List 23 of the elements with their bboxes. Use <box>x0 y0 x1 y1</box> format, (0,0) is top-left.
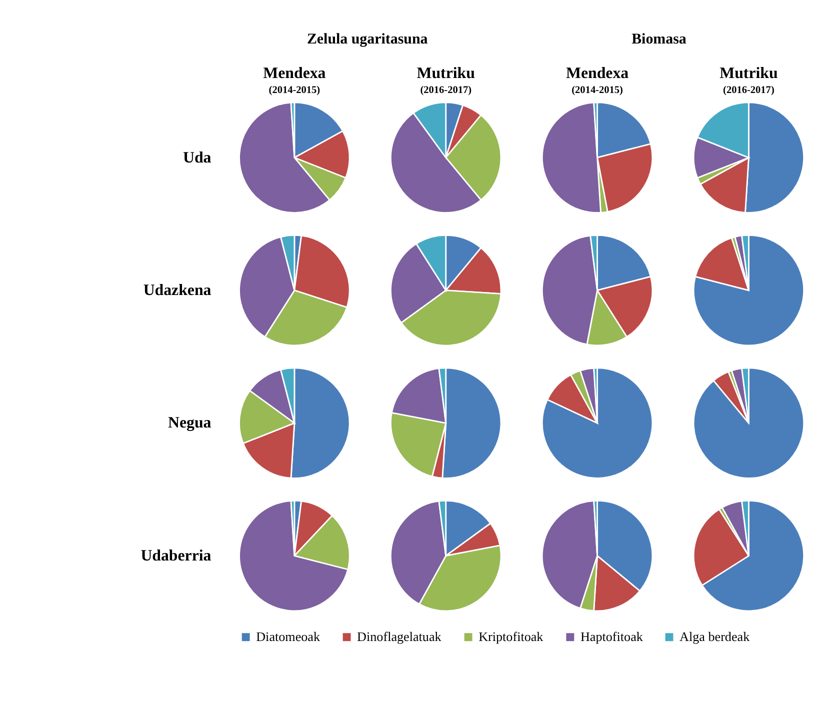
chart-title: Mutriku <box>720 65 778 82</box>
text: Biomasa <box>632 32 687 48</box>
legend-label: Diatomeoak <box>256 628 320 644</box>
legend-label: Haptofitoak <box>580 628 644 644</box>
pie-slice <box>542 367 654 479</box>
chart-title: Mendexa <box>263 65 326 82</box>
chart-subtitle: (2014-2015) <box>268 85 320 96</box>
text: Negua <box>168 414 212 432</box>
legend-label: Alga berdeak <box>680 628 750 644</box>
text: Zelula ugaritasuna <box>306 32 428 48</box>
pie-slice <box>692 234 804 346</box>
legend-label: Kriptofitoak <box>478 628 544 644</box>
pie-slice <box>692 367 804 479</box>
text: Uda <box>183 149 212 166</box>
pie-slice <box>238 500 349 612</box>
text: Udazkena <box>143 282 212 300</box>
text: Udaberria <box>140 547 212 564</box>
chart-subtitle: (2014-2015) <box>572 85 623 96</box>
chart-subtitle: (2016-2017) <box>723 85 774 96</box>
chart-title: Mutriku <box>416 65 476 82</box>
chart-title: Mendexa <box>566 65 629 82</box>
legend-label: Dinoflagelatuak <box>357 628 442 644</box>
chart-subtitle: (2016-2017) <box>420 85 472 96</box>
